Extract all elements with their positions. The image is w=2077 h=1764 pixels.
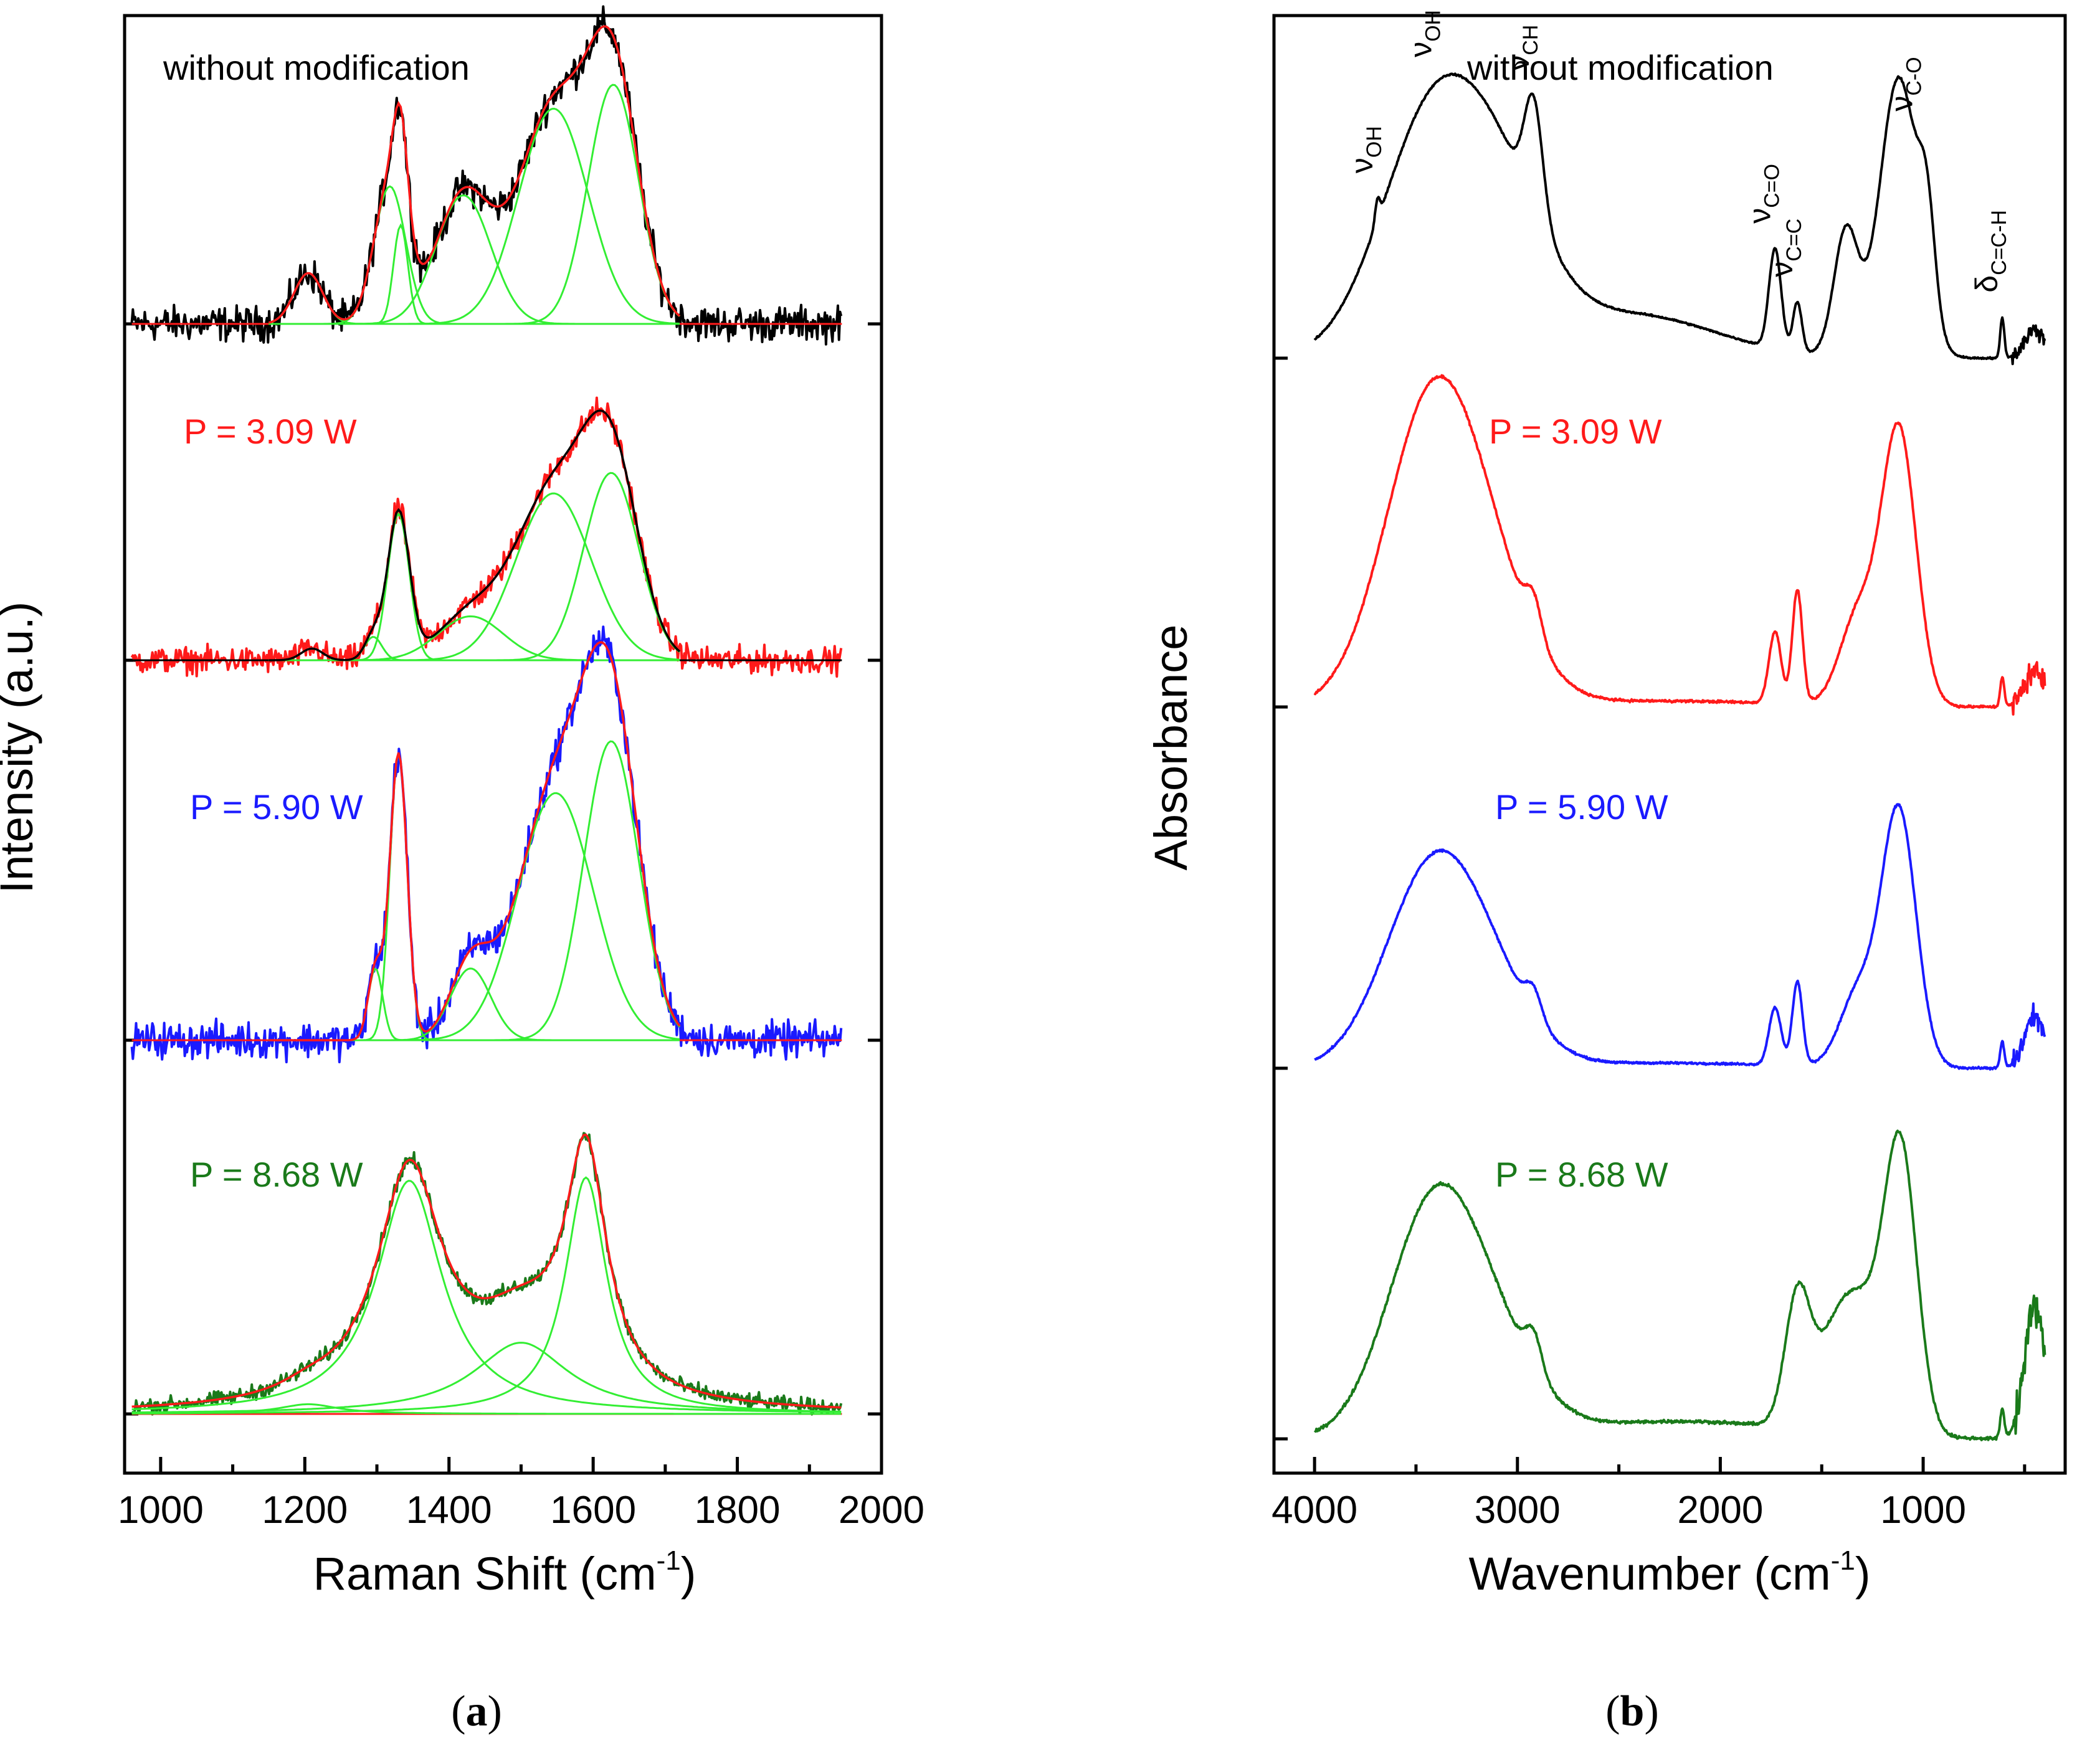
raman-y-axis-label: Intensity (a.u.) bbox=[0, 602, 42, 894]
raman-fit-envelope bbox=[269, 409, 681, 662]
ftir-band-label: νC-O bbox=[1884, 57, 1926, 111]
raman-series-label-3: P = 5.90 W bbox=[190, 787, 363, 827]
raman-x-axis-label: Raman Shift (cm-1) bbox=[313, 1545, 696, 1600]
ftir-series-label-4: P = 8.68 W bbox=[1495, 1155, 1668, 1194]
raman-fit-envelope bbox=[268, 25, 681, 324]
raman-fit-component bbox=[131, 1176, 842, 1415]
raman-data-trace bbox=[130, 396, 843, 678]
raman-fit-component bbox=[269, 792, 680, 1041]
raman-series-label-1: without modification bbox=[163, 48, 470, 87]
ftir-band-label: δC=C-H bbox=[1969, 210, 2011, 293]
raman-x-tick-label: 1600 bbox=[550, 1489, 636, 1532]
ftir-x-axis-ticks: 4000 3000 2000 1000 bbox=[1271, 1457, 2027, 1532]
ftir-band-label: νCH bbox=[1501, 25, 1542, 71]
ftir-x-tick-label: 4000 bbox=[1271, 1489, 1357, 1532]
ftir-panel: 4000 3000 2000 1000 νOH νOH νCH νC=OνC=C νC-O δC… bbox=[1145, 10, 2067, 1735]
ftir-trace-2 bbox=[1313, 374, 2046, 716]
ftir-x-tick-label: 3000 bbox=[1475, 1489, 1561, 1532]
ftir-traces bbox=[1313, 72, 2046, 1441]
ftir-baseline-ticks bbox=[1274, 356, 1288, 1441]
raman-x-axis-ticks: 1000 1200 1400 1600 1800 2000 bbox=[118, 1457, 924, 1532]
raman-fit-component bbox=[269, 492, 680, 662]
ftir-plot-frame bbox=[1272, 14, 2067, 1475]
panel-label-b: (b) bbox=[1605, 1687, 1659, 1735]
ftir-band-label: νOH bbox=[1404, 10, 1445, 57]
raman-fit-envelope bbox=[269, 641, 681, 1041]
raman-fit-envelope bbox=[131, 1133, 842, 1409]
raman-fit-component bbox=[269, 740, 681, 1041]
ftir-band-annotations: νOH νOH νCH νC=OνC=C νC-O δC=C-H bbox=[1344, 10, 2011, 293]
panel-label-a: (a) bbox=[451, 1687, 502, 1735]
ftir-trace-4 bbox=[1313, 1129, 2046, 1441]
raman-series-4 bbox=[131, 1132, 843, 1416]
ftir-x-axis-label: Wavenumber (cm-1) bbox=[1469, 1545, 1871, 1600]
ftir-x-tick-label: 2000 bbox=[1677, 1489, 1763, 1532]
raman-baseline-ticks bbox=[125, 322, 882, 1416]
ftir-trace-3 bbox=[1314, 803, 2046, 1071]
raman-panel: 1000 1200 1400 1600 1800 2000 without modific… bbox=[0, 5, 924, 1735]
ftir-y-axis-label: Absorbance bbox=[1145, 625, 1197, 871]
ftir-band-label: νC=O bbox=[1742, 164, 1784, 224]
raman-fit-component bbox=[269, 83, 680, 325]
ftir-band-label: νOH bbox=[1344, 126, 1386, 173]
raman-x-tick-label: 1200 bbox=[262, 1489, 348, 1532]
raman-series-2 bbox=[130, 396, 843, 678]
ftir-series-label-2: P = 3.09 W bbox=[1489, 412, 1662, 451]
ftir-x-tick-label: 1000 bbox=[1880, 1489, 1966, 1532]
raman-traces bbox=[130, 5, 843, 1416]
raman-fit-component bbox=[269, 512, 680, 662]
ftir-band-label: νC=C bbox=[1764, 219, 1806, 277]
raman-data-trace bbox=[131, 1132, 843, 1416]
ftir-trace-1 bbox=[1313, 72, 2046, 366]
raman-fit-component bbox=[131, 1342, 842, 1413]
raman-plot-frame bbox=[123, 14, 883, 1475]
raman-series-label-4: P = 8.68 W bbox=[190, 1155, 363, 1194]
raman-series-label-2: P = 3.09 W bbox=[184, 412, 357, 451]
raman-series-3 bbox=[130, 625, 843, 1064]
raman-x-tick-label: 2000 bbox=[839, 1489, 924, 1532]
ftir-series-label-3: P = 5.90 W bbox=[1495, 787, 1668, 827]
ftir-series-label-1: without modification bbox=[1466, 48, 1774, 87]
raman-fit-component bbox=[269, 472, 680, 662]
raman-x-tick-label: 1400 bbox=[406, 1489, 492, 1532]
raman-x-tick-label: 1800 bbox=[695, 1489, 781, 1532]
raman-series-1 bbox=[130, 5, 843, 346]
raman-x-tick-label: 1000 bbox=[118, 1489, 204, 1532]
raman-fit-component bbox=[131, 1180, 842, 1413]
